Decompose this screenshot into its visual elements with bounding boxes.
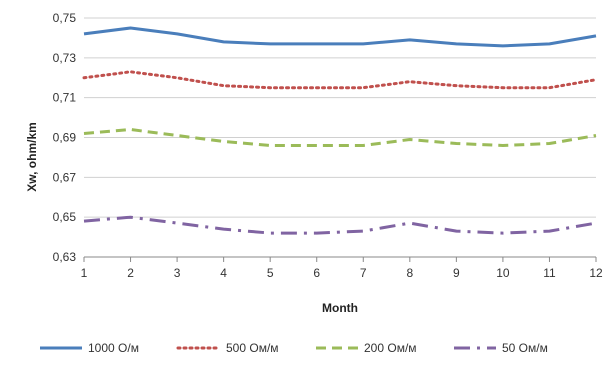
- y-tick-label: 0,73: [53, 51, 77, 65]
- series-line-4: [83, 215, 597, 235]
- legend-label-2: 500 Ом/м: [226, 341, 279, 355]
- x-tick-label: 9: [453, 266, 460, 280]
- y-tick-label: 0,67: [53, 170, 77, 184]
- x-tick-label: 11: [543, 266, 556, 280]
- y-tick-label: 0,65: [53, 210, 77, 224]
- x-tick-label: 3: [174, 266, 181, 280]
- series-line-3: [83, 128, 597, 147]
- series-line-1: [83, 26, 597, 48]
- x-tick-label: 2: [127, 266, 134, 280]
- x-axis: 1 2 3 4 5 6 7 8 9 10 11 12: [81, 256, 603, 280]
- y-axis: 0,63 0,65 0,67 0,69 0,71 0,73 0,75: [53, 11, 77, 264]
- y-tick-label: 0,75: [53, 11, 77, 25]
- y-axis-title: Xw, ohm/km: [25, 122, 39, 192]
- x-tick-label: 8: [406, 266, 413, 280]
- x-tick-label: 5: [267, 266, 274, 280]
- series-line-2: [82, 70, 598, 90]
- x-tick-label: 7: [360, 266, 367, 280]
- x-tick-label: 1: [81, 266, 88, 280]
- legend-label-3: 200 Ом/м: [364, 341, 417, 355]
- legend-label-1: 1000 О/м: [88, 341, 139, 355]
- legend-label-4: 50 Ом/м: [502, 341, 548, 355]
- x-tick-label: 12: [589, 266, 603, 280]
- x-tick-label: 4: [220, 266, 227, 280]
- gridlines: [84, 17, 596, 258]
- y-tick-label: 0,69: [53, 131, 77, 145]
- y-tick-label: 0,63: [53, 250, 77, 264]
- x-tick-label: 10: [496, 266, 510, 280]
- x-axis-title: Month: [322, 301, 358, 315]
- series-lines: [82, 26, 598, 235]
- y-tick-label: 0,71: [53, 91, 77, 105]
- x-tick-label: 6: [313, 266, 320, 280]
- legend: 1000 О/м 500 Ом/м 200 Ом/м 50 Ом/м: [40, 341, 548, 355]
